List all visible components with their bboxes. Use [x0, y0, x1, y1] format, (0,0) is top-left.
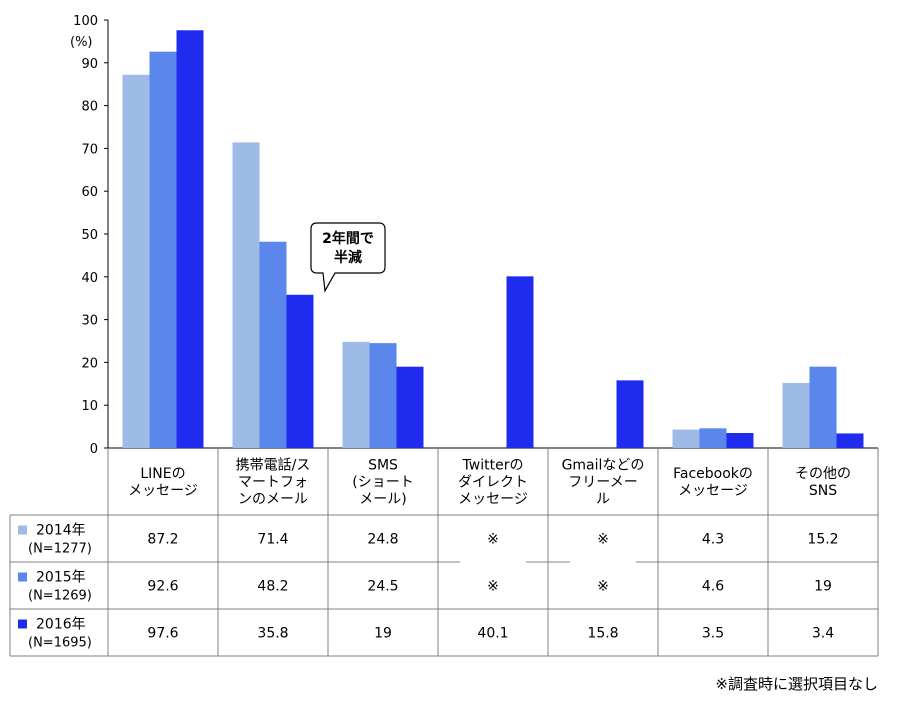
legend-n: (N=1269) — [28, 589, 92, 604]
bar — [342, 341, 370, 448]
category-label: (ショート — [352, 475, 413, 491]
bar — [726, 433, 754, 448]
data-label: ※ — [597, 579, 609, 595]
category-label: マートフォ — [238, 475, 308, 491]
category-label: SMS — [368, 458, 398, 474]
data-label: 24.8 — [367, 532, 398, 548]
y-tick-label: 70 — [81, 142, 98, 157]
bar — [259, 241, 287, 448]
y-tick-label: 40 — [81, 271, 98, 286]
category-label: 携帯電話/ス — [236, 457, 311, 474]
category-label: ダイレクト — [458, 475, 528, 491]
category-label: LINEの — [140, 466, 185, 482]
legend-swatch — [18, 525, 27, 535]
y-tick-label: 30 — [81, 314, 98, 329]
data-label: 15.8 — [587, 626, 618, 642]
bar — [699, 428, 727, 448]
data-label: ※ — [487, 579, 499, 595]
category-label: SNS — [809, 483, 837, 499]
data-label: ※ — [597, 532, 609, 548]
legend-n: (N=1695) — [28, 636, 92, 651]
data-label: 87.2 — [147, 532, 178, 548]
data-label: ※ — [487, 532, 499, 548]
data-label: 48.2 — [257, 579, 288, 595]
category-label: ル — [596, 492, 610, 508]
bar — [616, 380, 644, 448]
y-tick-label: 60 — [81, 185, 98, 200]
y-tick-label: 50 — [81, 228, 98, 243]
category-label: ンのメール — [238, 492, 308, 508]
y-tick-label: 90 — [81, 57, 98, 72]
category-label: メッセージ — [458, 492, 528, 508]
legend-label: 2016年 — [36, 617, 86, 633]
bar — [782, 382, 810, 448]
category-label: メール) — [359, 492, 406, 508]
bar — [286, 294, 314, 448]
bar — [396, 366, 424, 448]
legend-swatch — [18, 619, 27, 629]
category-label: その他の — [795, 466, 851, 482]
data-label: 4.6 — [702, 579, 724, 595]
footnote: ※調査時に選択項目なし — [715, 675, 878, 693]
category-label: メッセージ — [678, 483, 748, 499]
callout-text: 2年間で — [322, 230, 374, 247]
bar — [506, 276, 534, 448]
data-label: 97.6 — [147, 626, 178, 642]
y-tick-label: 80 — [81, 100, 98, 115]
data-label: 4.3 — [702, 532, 724, 548]
category-label: Gmailなどの — [562, 458, 645, 474]
bar — [149, 51, 177, 449]
data-label: 40.1 — [477, 626, 508, 642]
legend-label: 2014年 — [36, 523, 86, 539]
bar — [176, 30, 204, 448]
data-label: 71.4 — [257, 532, 288, 548]
data-label: 3.5 — [702, 626, 724, 642]
category-label: メッセージ — [128, 483, 198, 499]
legend-swatch — [18, 572, 27, 582]
legend-n: (N=1277) — [28, 542, 92, 557]
y-tick-label: 20 — [81, 356, 98, 371]
callout-text: 半減 — [334, 249, 362, 266]
data-label: 19 — [814, 579, 832, 595]
data-label: 24.5 — [367, 579, 398, 595]
y-tick-label: 10 — [81, 399, 98, 414]
category-label: フリーメー — [568, 475, 637, 491]
category-label: Twitterの — [462, 458, 524, 474]
bar — [369, 343, 397, 448]
y-axis-unit: (%) — [70, 35, 93, 50]
data-label: 92.6 — [147, 579, 178, 595]
bar — [809, 366, 837, 448]
data-label: 15.2 — [807, 532, 838, 548]
y-tick-label: 100 — [73, 14, 98, 29]
bar — [232, 142, 260, 448]
bar — [672, 429, 700, 448]
data-label: 3.4 — [812, 626, 834, 642]
data-label: 19 — [374, 626, 392, 642]
bar — [836, 433, 864, 448]
bar — [122, 74, 150, 448]
legend-label: 2015年 — [36, 570, 86, 586]
callout-bubble — [310, 222, 386, 293]
data-label: 35.8 — [257, 626, 288, 642]
y-tick-label: 0 — [90, 442, 98, 457]
category-label: Facebookの — [673, 466, 753, 482]
